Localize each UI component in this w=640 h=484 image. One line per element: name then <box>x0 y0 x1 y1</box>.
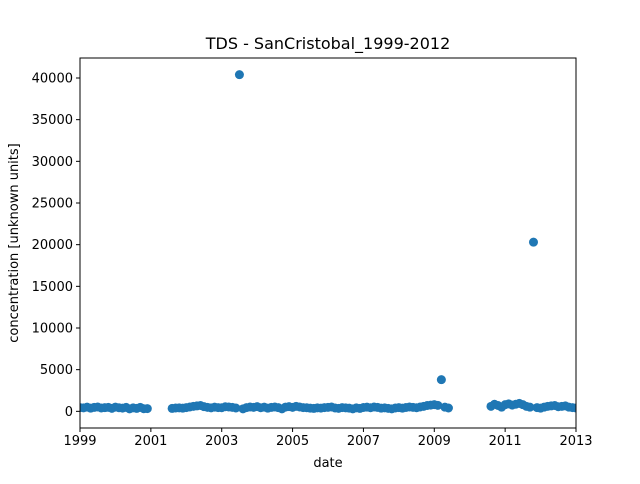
y-tick-label: 30000 <box>32 155 73 170</box>
point <box>231 403 241 413</box>
x-tick-label: 2003 <box>205 434 238 449</box>
point <box>525 402 535 412</box>
point <box>142 404 152 414</box>
y-tick-label: 0 <box>65 405 73 420</box>
x-axis-label: date <box>313 456 342 471</box>
y-tick-label: 10000 <box>32 322 73 337</box>
x-tick-label: 1999 <box>63 434 96 449</box>
point <box>436 375 446 385</box>
x-tick-label: 2005 <box>276 434 309 449</box>
axes-frame <box>79 57 577 429</box>
chart-title: TDS - SanCristobal_1999-2012 <box>205 34 451 54</box>
y-tick-label: 15000 <box>32 280 73 295</box>
y-tick-label: 25000 <box>32 197 73 212</box>
x-tick-label: 2001 <box>134 434 167 449</box>
y-tick-label: 5000 <box>40 363 73 378</box>
plot-area <box>80 70 576 414</box>
x-tick-label: 2009 <box>418 434 451 449</box>
y-tick-label: 40000 <box>32 72 73 87</box>
x-tick-label: 2013 <box>559 434 592 449</box>
y-axis-label: concentration [unknown units] <box>7 143 22 342</box>
point <box>433 400 443 410</box>
x-tick-label: 2011 <box>489 434 522 449</box>
y-tick-label: 20000 <box>32 238 73 253</box>
point <box>443 403 453 413</box>
point <box>528 237 538 247</box>
y-tick-label: 35000 <box>32 113 73 128</box>
point <box>234 70 244 80</box>
point <box>571 403 576 413</box>
x-tick-label: 2007 <box>347 434 380 449</box>
